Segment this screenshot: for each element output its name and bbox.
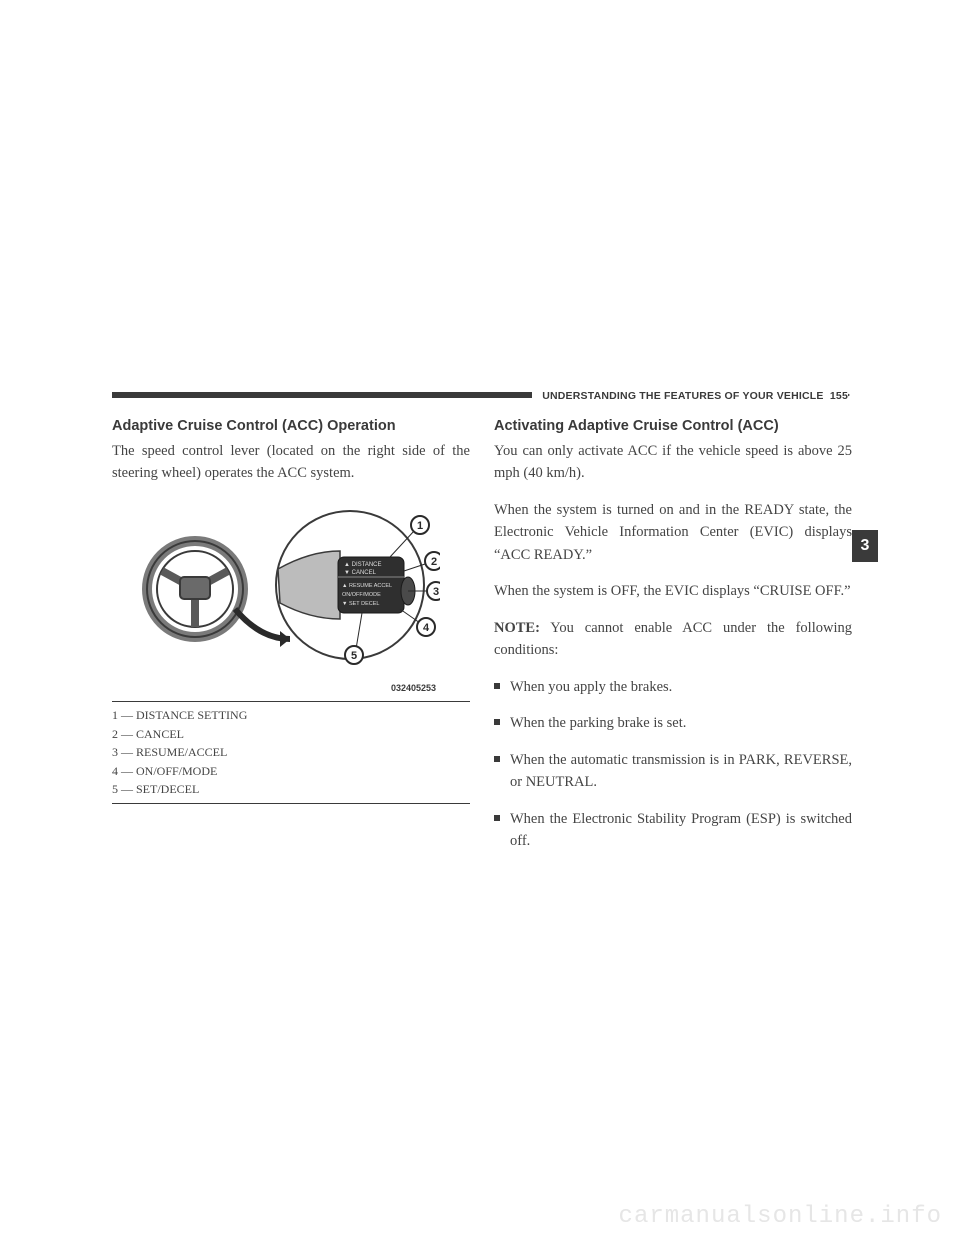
legend-item: 2 — CANCEL — [112, 725, 470, 744]
chapter-tab: 3 — [852, 530, 878, 562]
page: UNDERSTANDING THE FEATURES OF YOUR VEHIC… — [0, 0, 960, 1242]
conditions-list: When you apply the brakes. When the park… — [494, 676, 852, 853]
chapter-tab-number: 3 — [861, 537, 870, 555]
callout-5: 5 — [351, 650, 357, 662]
right-heading: Activating Adaptive Cruise Control (ACC) — [494, 418, 852, 434]
lever-diagram: ▲ DISTANCE ▼ CANCEL ▲ RESUME ACCEL ON/OF… — [140, 499, 440, 679]
lever-label-mode: ON/OFF/MODE — [342, 592, 381, 598]
watermark: carmanualsonline.info — [619, 1203, 942, 1230]
right-note: NOTE: You cannot enable ACC under the fo… — [494, 617, 852, 662]
legend-bottom-rule — [112, 803, 470, 804]
note-label: NOTE: — [494, 620, 540, 636]
page-number: 155 — [830, 390, 848, 402]
right-p3: When the system is OFF, the EVIC display… — [494, 580, 852, 602]
left-intro: The speed control lever (located on the … — [112, 440, 470, 485]
list-item: When the parking brake is set. — [494, 712, 852, 734]
list-item: When the Electronic Stability Program (E… — [494, 808, 852, 853]
note-text: You cannot enable ACC under the followin… — [494, 620, 852, 658]
legend-item: 3 — RESUME/ACCEL — [112, 743, 470, 762]
lever-label-distance: ▲ DISTANCE — [344, 562, 382, 568]
lever-label-cancel: ▼ CANCEL — [344, 570, 377, 576]
legend-top-rule — [112, 701, 470, 702]
lever-label-set: ▼ SET DECEL — [342, 601, 379, 607]
right-p1: You can only activate ACC if the vehicle… — [494, 440, 852, 485]
figure: ▲ DISTANCE ▼ CANCEL ▲ RESUME ACCEL ON/OF… — [140, 499, 440, 693]
left-column: Adaptive Cruise Control (ACC) Operation … — [112, 418, 470, 804]
lever-label-resume: ▲ RESUME ACCEL — [342, 583, 392, 589]
callout-3: 3 — [433, 586, 439, 598]
callout-1: 1 — [417, 520, 423, 532]
right-p2: When the system is turned on and in the … — [494, 499, 852, 566]
section-title: UNDERSTANDING THE FEATURES OF YOUR VEHIC… — [542, 390, 823, 402]
callout-4: 4 — [423, 622, 430, 634]
callout-2: 2 — [431, 556, 437, 568]
legend: 1 — DISTANCE SETTING 2 — CANCEL 3 — RESU… — [112, 706, 470, 799]
running-header: UNDERSTANDING THE FEATURES OF YOUR VEHIC… — [532, 390, 848, 402]
list-item: When the automatic transmission is in PA… — [494, 749, 852, 794]
list-item: When you apply the brakes. — [494, 676, 852, 698]
legend-item: 5 — SET/DECEL — [112, 780, 470, 799]
left-heading: Adaptive Cruise Control (ACC) Operation — [112, 418, 470, 434]
legend-item: 4 — ON/OFF/MODE — [112, 762, 470, 781]
right-column: Activating Adaptive Cruise Control (ACC)… — [494, 418, 852, 867]
legend-item: 1 — DISTANCE SETTING — [112, 706, 470, 725]
figure-id: 032405253 — [140, 683, 436, 693]
